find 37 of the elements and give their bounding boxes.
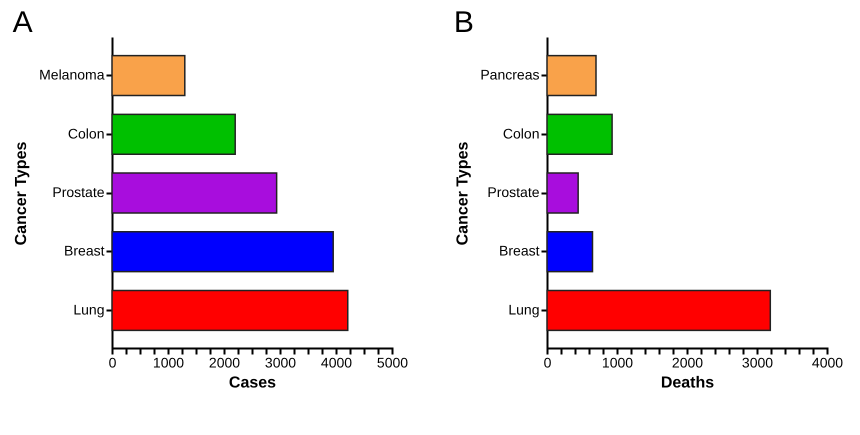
y-tick-label: Colon (502, 125, 540, 142)
y-tick-label: Colon (68, 125, 104, 142)
x-tick-label: 3000 (264, 354, 296, 370)
x-tick-label: 1000 (602, 354, 634, 370)
bar (111, 172, 278, 214)
bar (111, 231, 334, 272)
bar (546, 231, 594, 272)
x-axis-title: Deaths (660, 374, 714, 392)
bar (111, 114, 236, 155)
y-axis-title: Cancer Types (13, 142, 30, 246)
bar (111, 54, 186, 96)
x-tick-label: 5000 (376, 354, 408, 370)
y-tick-label: Prostate (487, 184, 540, 200)
bar (546, 290, 772, 332)
x-tick-label: 4000 (320, 354, 352, 370)
y-tick-label: Breast (499, 242, 540, 259)
y-tick-label: Melanoma (39, 66, 105, 83)
x-axis-title: Cases (228, 374, 276, 392)
chart-title: B (454, 6, 474, 39)
bar (111, 290, 349, 332)
x-tick-label: 2000 (672, 354, 704, 370)
x-tick-label: 1000 (152, 354, 184, 370)
y-tick-label: Pancreas (480, 66, 540, 83)
x-tick-label: 0 (544, 354, 552, 370)
y-tick-label: Prostate (52, 184, 105, 200)
x-tick-label: 2000 (208, 354, 240, 370)
bar (546, 54, 597, 96)
x-tick-label: 3000 (742, 354, 774, 370)
y-tick-label: Lung (508, 301, 540, 318)
y-axis-title: Cancer Types (454, 142, 472, 246)
x-tick-label: 0 (108, 354, 117, 370)
bar (546, 114, 613, 155)
y-tick-label: Lung (73, 301, 104, 318)
y-tick-label: Breast (64, 242, 105, 259)
x-tick-label: 4000 (812, 354, 844, 370)
chart-title: A (12, 6, 33, 39)
bar (546, 172, 579, 214)
